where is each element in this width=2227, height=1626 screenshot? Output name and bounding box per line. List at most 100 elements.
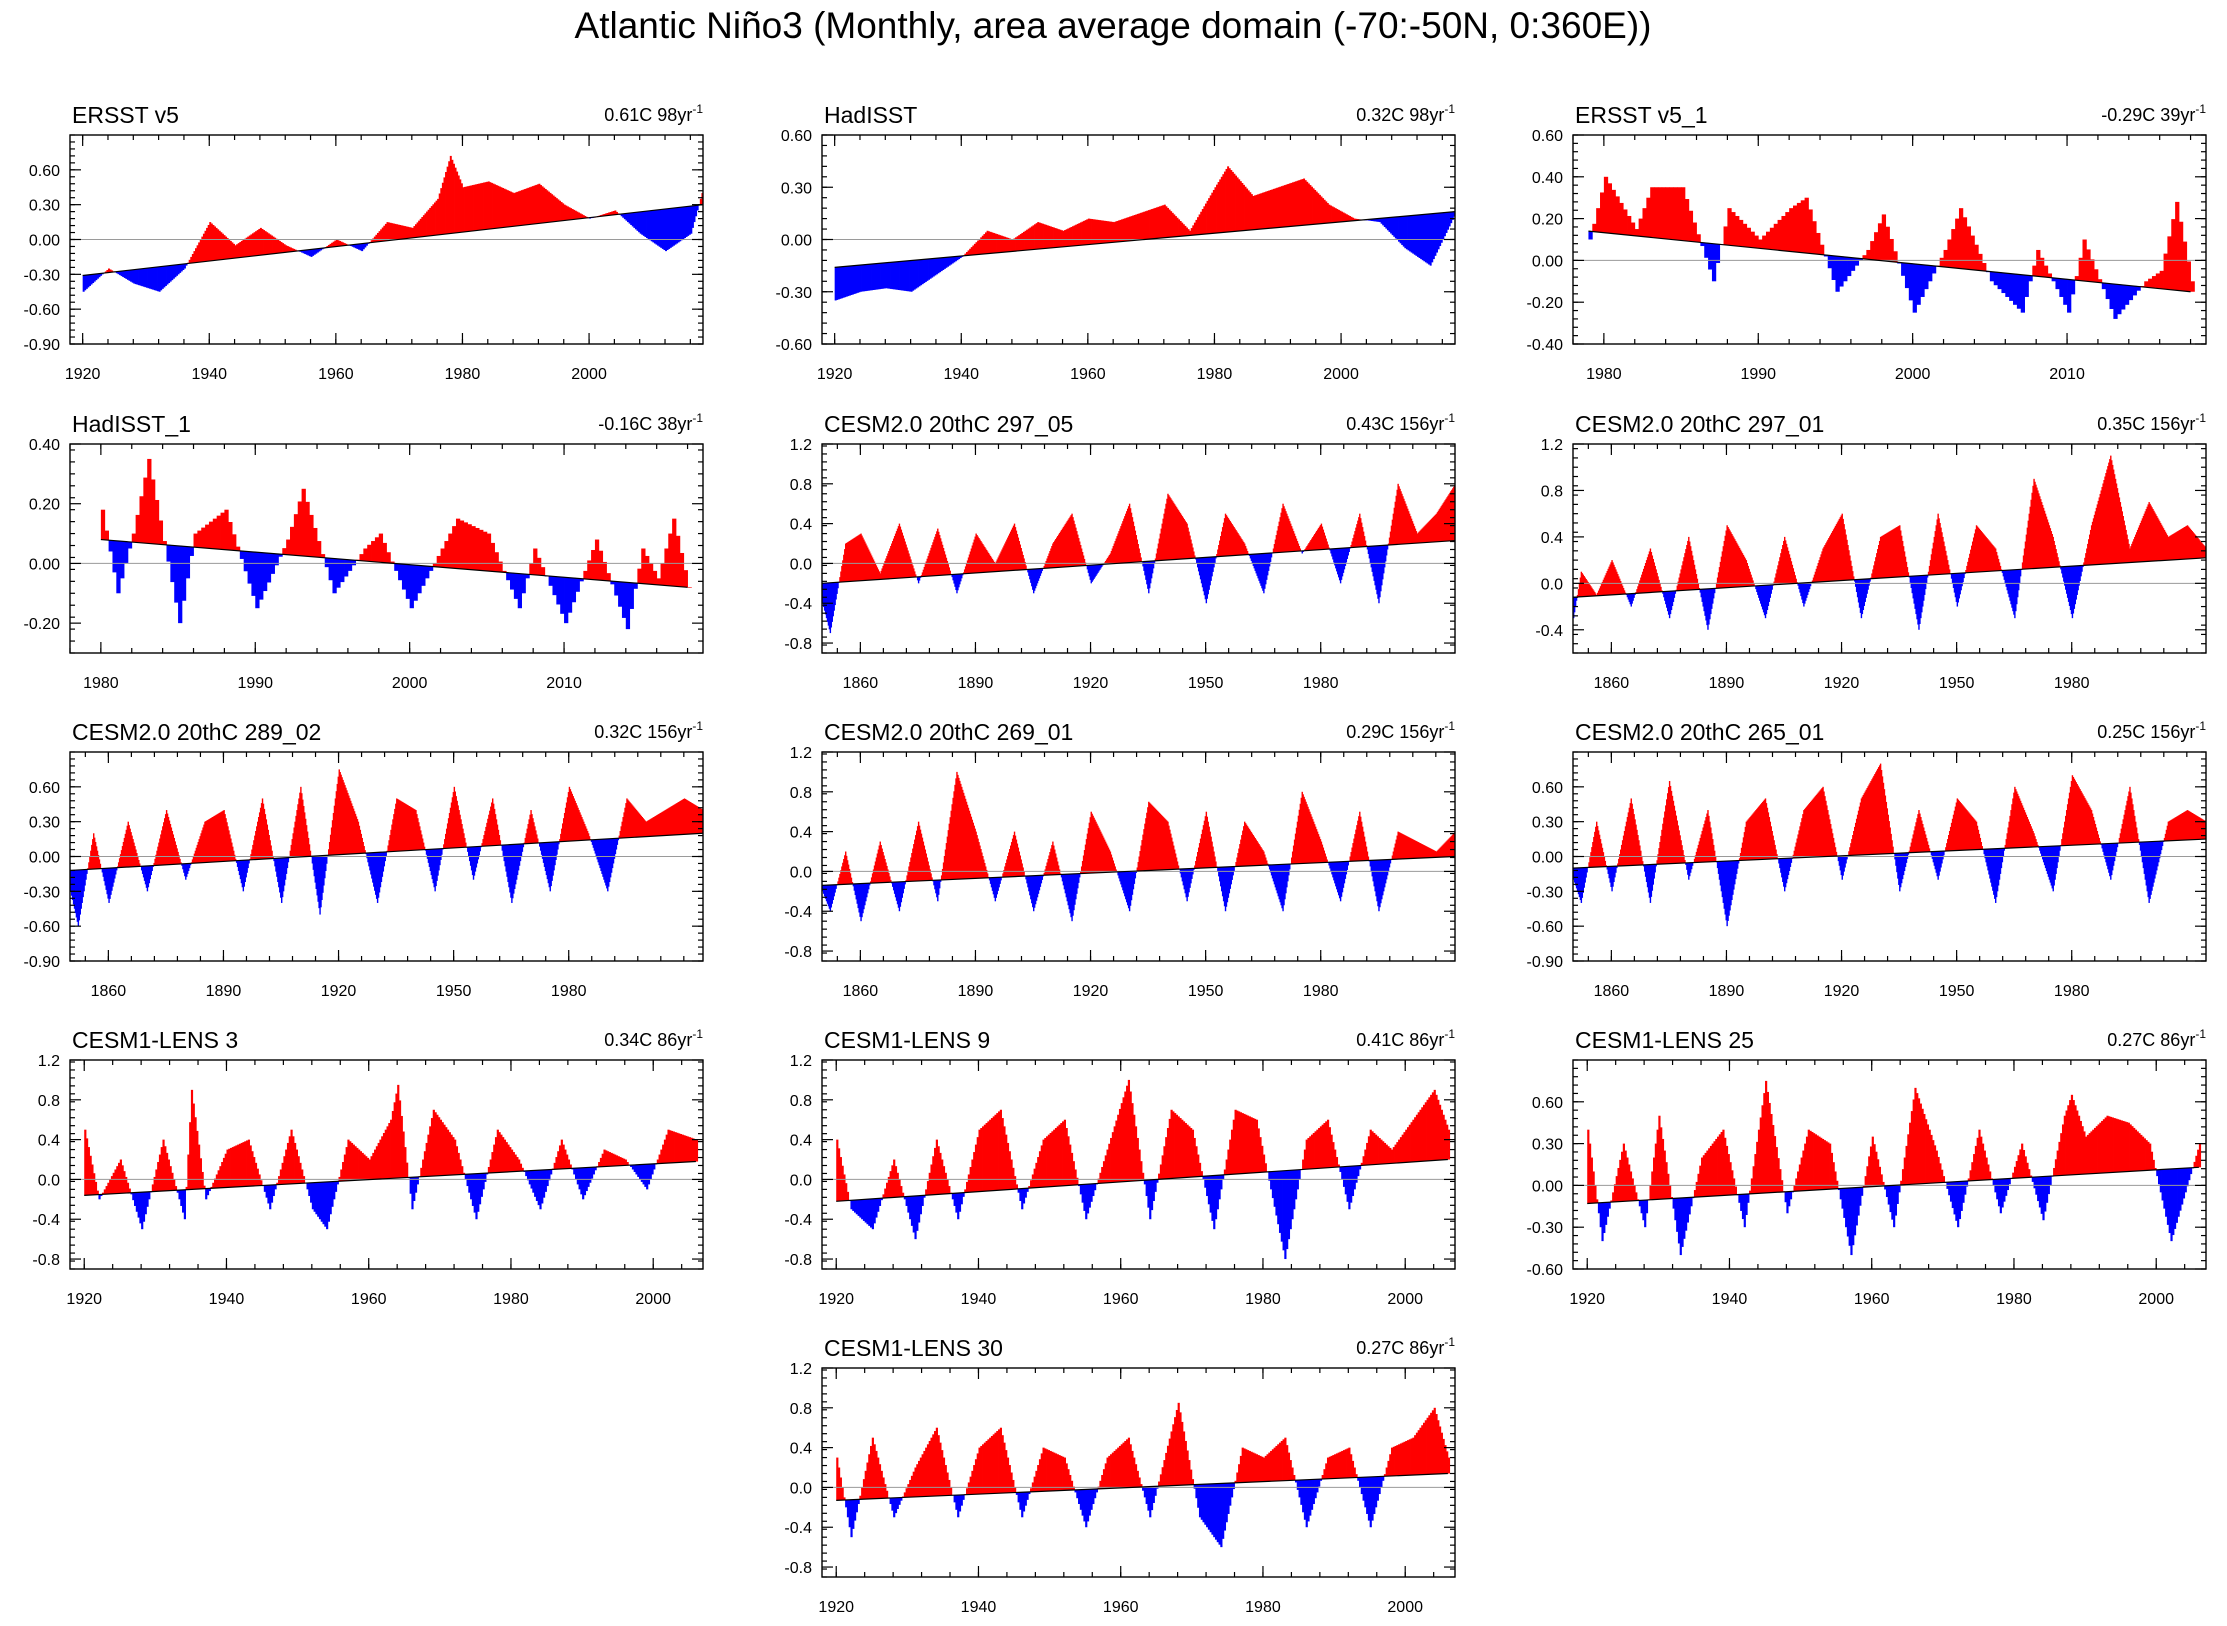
anomaly-bar bbox=[1395, 495, 1397, 545]
anomaly-bar bbox=[1903, 551, 1906, 577]
anomaly-bar bbox=[447, 818, 450, 849]
anomaly-bar bbox=[2041, 502, 2043, 569]
anomaly-bar bbox=[983, 545, 985, 573]
anomaly-bar bbox=[1795, 578, 1797, 584]
anomaly-bar bbox=[971, 819, 974, 879]
anomaly-bar bbox=[210, 818, 212, 863]
anomaly-bar bbox=[1618, 576, 1620, 595]
anomaly-bar bbox=[1305, 547, 1307, 551]
anomaly-bar bbox=[402, 225, 405, 239]
anomaly-bar bbox=[525, 188, 528, 225]
anomaly-bar bbox=[552, 842, 554, 876]
anomaly-bar bbox=[1317, 528, 1320, 550]
anomaly-bar bbox=[1909, 576, 1912, 583]
anomaly-bar bbox=[928, 865, 930, 881]
anomaly-bar bbox=[2161, 526, 2164, 561]
anomaly-bar bbox=[1291, 857, 1293, 864]
anomaly-bar bbox=[1912, 576, 1914, 599]
anomaly-bar bbox=[880, 570, 882, 580]
anomaly-bar bbox=[1901, 535, 1903, 577]
anomaly-bar bbox=[1813, 574, 1816, 583]
anomaly-bar bbox=[2032, 265, 2037, 276]
anomaly-bar bbox=[1264, 854, 1266, 866]
anomaly-bar bbox=[830, 884, 833, 908]
anomaly-bar bbox=[1121, 219, 1124, 242]
anomaly-bar bbox=[905, 260, 908, 292]
anomaly-bar bbox=[423, 846, 426, 850]
anomaly-bar bbox=[166, 265, 169, 285]
anomaly-bar bbox=[1230, 866, 1232, 885]
anomaly-bar bbox=[172, 834, 175, 865]
anomaly-bar bbox=[356, 819, 359, 854]
anomaly-bar bbox=[104, 271, 107, 273]
anomaly-bar bbox=[1139, 552, 1141, 562]
anomaly-bar bbox=[1064, 874, 1067, 894]
anomaly-bar bbox=[1915, 575, 1917, 615]
anomaly-bar bbox=[1059, 531, 1062, 568]
anomaly-bar bbox=[1399, 216, 1402, 244]
anomaly-bar bbox=[1446, 840, 1448, 857]
anomaly-bar bbox=[576, 211, 579, 220]
anomaly-bar bbox=[1100, 831, 1102, 873]
anomaly-bar bbox=[95, 846, 98, 869]
anomaly-bar bbox=[1363, 836, 1366, 861]
anomaly-bar bbox=[177, 851, 179, 865]
anomaly-bar bbox=[374, 537, 380, 562]
anomaly-bar bbox=[1139, 851, 1141, 871]
anomaly-bar bbox=[1957, 573, 1959, 603]
anomaly-bar bbox=[1093, 817, 1095, 873]
anomaly-bar bbox=[344, 785, 346, 855]
anomaly-bar bbox=[1049, 852, 1051, 875]
anomaly-bar bbox=[418, 822, 420, 850]
anomaly-bar bbox=[1385, 217, 1388, 229]
plot-frame bbox=[1572, 443, 2207, 654]
anomaly-bar bbox=[1627, 812, 1630, 866]
anomaly-bar bbox=[157, 267, 160, 292]
anomaly-bar bbox=[2165, 533, 2168, 561]
anomaly-bar bbox=[509, 191, 512, 227]
anomaly-bar bbox=[679, 207, 682, 242]
anomaly-bar bbox=[1685, 549, 1687, 591]
anomaly-bar bbox=[961, 573, 963, 579]
anomaly-bars bbox=[100, 458, 692, 630]
anomaly-bar bbox=[336, 783, 339, 855]
anomaly-bar bbox=[495, 185, 498, 229]
anomaly-bar bbox=[1283, 506, 1285, 553]
anomaly-bar bbox=[324, 855, 326, 879]
anomaly-bar bbox=[1738, 219, 1744, 247]
anomaly-bar bbox=[640, 815, 643, 837]
anomaly-bar bbox=[1900, 530, 1902, 577]
anomaly-bar bbox=[962, 789, 964, 879]
anomaly-bar bbox=[240, 860, 243, 884]
anomaly-bar bbox=[540, 567, 546, 576]
anomaly-bar bbox=[2053, 540, 2055, 568]
anomaly-bar bbox=[1126, 508, 1129, 563]
anomaly-bar bbox=[971, 545, 974, 574]
anomaly-bar bbox=[78, 869, 81, 921]
anomaly-bar bbox=[258, 812, 261, 860]
anomaly-bar bbox=[342, 779, 344, 855]
anomaly-bar bbox=[221, 811, 223, 862]
anomaly-bar bbox=[234, 858, 237, 861]
anomaly-bar bbox=[203, 824, 205, 863]
anomaly-bar bbox=[840, 870, 842, 885]
anomaly-bar bbox=[2012, 569, 2014, 612]
anomaly-bar bbox=[1162, 205, 1165, 238]
anomaly-bar bbox=[1367, 546, 1370, 554]
anomaly-bar bbox=[494, 184, 497, 229]
anomaly-bar bbox=[463, 522, 468, 570]
anomaly-bar bbox=[506, 844, 508, 877]
anomaly-bar bbox=[163, 266, 166, 288]
anomaly-bar bbox=[225, 236, 228, 260]
anomaly-bar bbox=[1181, 222, 1184, 237]
anomaly-bar bbox=[999, 553, 1001, 572]
anomaly-bar bbox=[899, 881, 902, 907]
anomaly-bar bbox=[695, 805, 697, 834]
anomaly-bar bbox=[1055, 539, 1057, 568]
anomaly-bar bbox=[1731, 212, 1736, 246]
anomaly-bar bbox=[1418, 842, 1420, 859]
anomaly-bar bbox=[381, 227, 384, 242]
anomaly-bar bbox=[327, 244, 330, 248]
anomaly-bar bbox=[1986, 538, 1988, 572]
